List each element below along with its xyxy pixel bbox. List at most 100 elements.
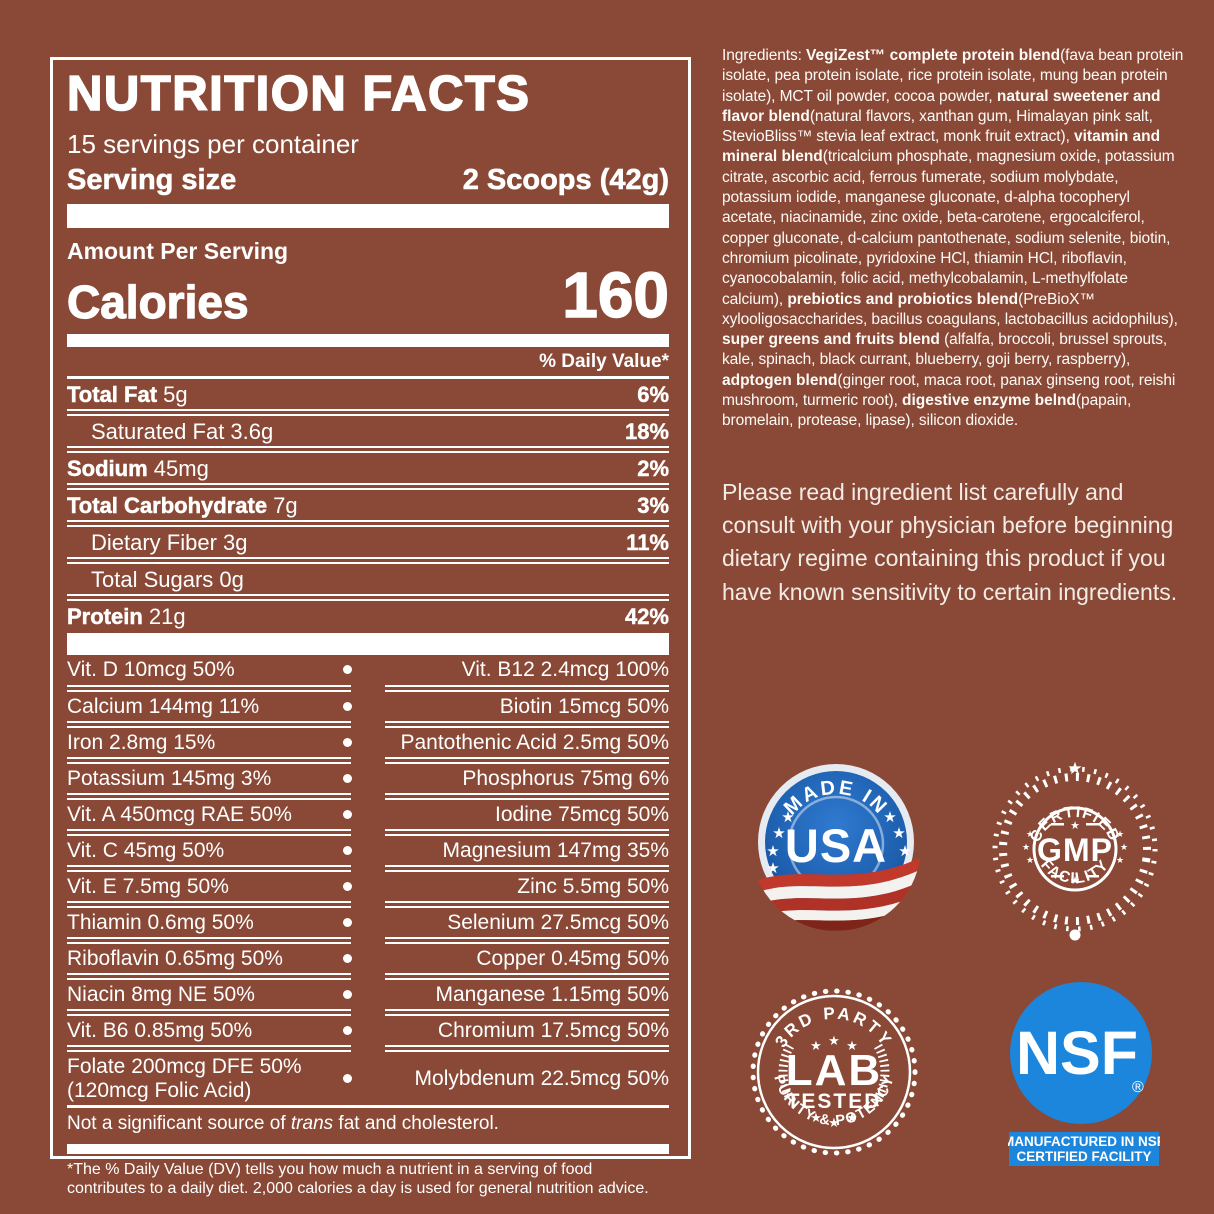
micronutrient-table: Vit. D 10mcg 50% Vit. B12 2.4mcg 100% Calc… [67,655,669,1104]
serving-size-row: Serving size 2 Scoops (42g) [67,164,670,197]
calories-row: Calories 160 [66,259,670,332]
wreath-dot [1069,929,1081,941]
svg-text:★: ★ [1022,842,1030,852]
daily-value-footnote: *The % Daily Value (DV) tells you how mu… [67,1160,649,1197]
bullet-dot-icon [330,701,364,711]
nutrient-daily-value: 11% [626,530,669,556]
micronutrient-left: Niacin 8mg NE 50% [67,983,255,1007]
nutrient-row: Dietary Fiber 3g 11% [67,527,669,557]
micronutrient-right: Vit. B12 2.4mcg 100% [461,658,669,682]
bullet-dot-icon [330,845,364,855]
nutrient-label: Total Sugars 0g [91,567,244,593]
nutrient-label: Total Fat 5g [67,381,188,407]
star-icons: ★ ★ ★ ★ ★ ★ [810,1033,858,1130]
divider-line [67,375,669,379]
divider-double-line [67,864,669,872]
divider-double-line [67,594,669,602]
star-icon: ★ [1067,759,1082,778]
svg-text:★: ★ [828,1033,840,1048]
divider-bar [67,1143,669,1154]
divider-bar [67,333,669,347]
flag-ribbon [751,856,921,931]
nsf-circle [1010,982,1152,1124]
micronutrient-right: Pantothenic Acid 2.5mg 50% [400,730,669,754]
nutrient-daily-value: 3% [637,493,669,519]
right-column: Ingredients: VegiZest™ complete protein … [722,46,1184,609]
nutrient-row: Protein 21g 42% [67,601,669,631]
svg-text:★: ★ [1070,875,1080,887]
micronutrient-left: Vit. C 45mg 50% [67,838,225,862]
micronutrient-row: Vit. A 450mcg RAE 50% Iodine 75mcg 50% [67,800,669,829]
note-text: fat and cholesterol. [333,1112,499,1134]
micronutrient-right: Iodine 75mcg 50% [495,802,669,826]
nsf-badge: NSF ® MANUFACTURED IN NSF CERTIFIED FACI… [1008,982,1160,1166]
micronutrient-right: Molybdenum 22.5mcg 50% [414,1066,669,1090]
scalloped-edge [750,988,918,1156]
micronutrient-row: Vit. B6 0.85mg 50% Chromium 17.5mcg 50% [67,1016,669,1045]
nutrient-label: Dietary Fiber 3g [91,530,248,556]
guilloche-hatching [778,1043,890,1101]
micronutrient-row: Iron 2.8mg 15% Pantothenic Acid 2.5mg 50% [67,728,669,757]
lab-text: LAB [786,1046,882,1095]
nsf-caption-box [1009,1132,1159,1166]
servings-per-container: 15 servings per container [67,128,359,159]
serving-size-label: Serving size [67,164,237,197]
registered-mark: ® [1132,1079,1144,1096]
bullet-dot-icon [330,882,364,892]
divider-double-line [67,1009,669,1017]
divider-double-line [67,973,669,981]
ingredients-text: Ingredients: VegiZest™ complete protein … [722,47,1184,430]
nutrient-daily-value: 42% [624,604,669,630]
bullet-dot-icon [330,990,364,1000]
nutrient-row: Total Sugars 0g [67,564,669,594]
svg-text:★: ★ [1116,829,1124,839]
gmp-text: GMP [1037,832,1113,868]
micronutrient-left: Potassium 145mg 3% [67,766,272,790]
divider-double-line [67,557,669,565]
bullet-dot-icon [330,954,364,964]
lab-tested-badge: 3RD PARTY PURITY & POTENCY ★ ★ ★ ★ ★ ★ LAB T… [750,988,918,1156]
divider-double-line [67,408,669,416]
svg-text:★: ★ [883,809,896,826]
micronutrient-left: Vit. E 7.5mg 50% [67,874,229,898]
daily-value-header: % Daily Value* [539,350,669,372]
gmp-ornaments: ★ ★ [1051,820,1099,887]
micronutrient-right: Chromium 17.5mcg 50% [437,1019,669,1043]
nutrient-daily-value: 18% [624,418,669,444]
divider-double-line [67,520,669,528]
divider-double-line [67,937,669,945]
micronutrient-left: Folate 200mcg DFE 50% (120mcg Folic Acid… [67,1055,302,1102]
svg-text:★: ★ [810,1110,822,1125]
divider-double-line [67,1045,669,1053]
divider-bar [67,633,669,656]
micronutrient-row: Thiamin 0.6mg 50% Selenium 27.5mcg 50% [67,908,669,937]
made-in-usa-badge: MADE IN ★★ ★★ ★★ ★★ ★★ ★ USA [751,764,921,931]
divider-double-line [67,756,669,764]
micronutrient-right: Biotin 15mcg 50% [499,694,669,718]
micronutrient-row: Vit. D 10mcg 50% Vit. B12 2.4mcg 100% [67,655,669,684]
calories-value: 160 [562,259,670,332]
micronutrient-left: Vit. D 10mcg 50% [67,658,235,682]
micronutrient-right: Magnesium 147mg 35% [442,838,669,862]
micronutrient-left: Vit. A 450mcg RAE 50% [67,802,292,826]
micronutrient-row: Folate 200mcg DFE 50% (120mcg Folic Acid… [67,1052,669,1104]
micronutrient-left: Riboflavin 0.65mg 50% [67,947,283,971]
divider-double-line [67,483,669,491]
nutrient-label: Protein 21g [67,604,186,630]
bullet-dot-icon [330,918,364,928]
nutrient-row: Saturated Fat 3.6g 18% [67,416,669,446]
bullet-dot-icon [330,665,364,675]
trans-fat-note: Not a significant source of trans fat an… [67,1108,669,1139]
star-icons: ★ ★ ★ ★ ★ ★ [1022,829,1128,865]
micronutrient-row: Riboflavin 0.65mg 50% Copper 0.45mg 50% [67,944,669,973]
micronutrient-right: Copper 0.45mg 50% [476,947,669,971]
divider-double-line [67,901,669,909]
svg-text:★: ★ [1026,855,1034,865]
divider-double-line [67,445,669,453]
usa-text: USA [785,819,887,872]
svg-text:★: ★ [810,1038,822,1053]
svg-text:★: ★ [781,809,794,826]
svg-text:★: ★ [828,1115,840,1130]
divider-bar [67,203,669,228]
micronutrient-right: Phosphorus 75mg 6% [462,766,669,790]
